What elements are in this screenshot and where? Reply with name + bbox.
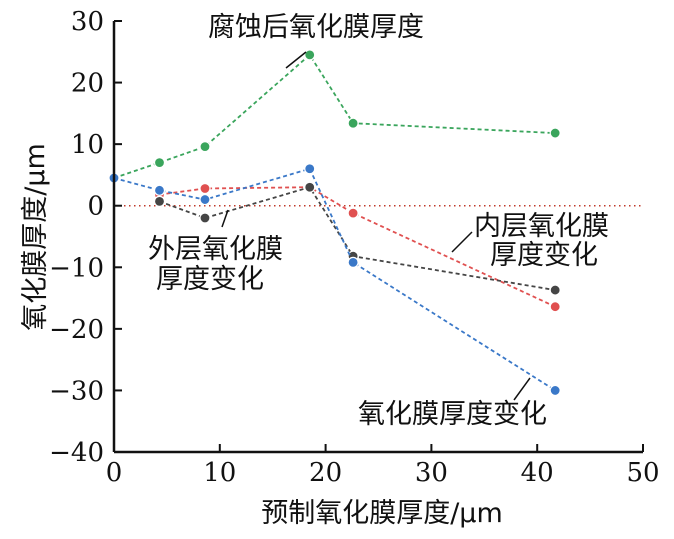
x-axis-title: 预制氧化膜厚度/μm [261, 498, 503, 529]
annotation-total-thickness-change: 氧化膜厚度变化 [358, 399, 547, 430]
data-point-corrosion-thickness [199, 141, 211, 153]
y-tick-label: 10 [71, 130, 104, 160]
annotation-inner-layer-line2: 厚度变化 [490, 240, 598, 271]
data-point-corrosion-thickness [549, 127, 561, 139]
x-tick-label: 40 [521, 458, 554, 488]
leader-line-outer-layer [221, 209, 229, 228]
x-tick-label: 50 [626, 458, 659, 488]
annotation-outer-layer-line2: 厚度变化 [156, 264, 264, 295]
data-point-inner-layer-change [347, 207, 359, 219]
data-point-total-thickness-change [549, 384, 561, 397]
data-point-corrosion-thickness [153, 157, 166, 169]
series-line-corrosion-thickness [113, 53, 556, 179]
y-tick-label: −30 [49, 376, 104, 406]
data-point-total-thickness-change [199, 193, 211, 206]
annotation-inner-layer-line1: 内层氧化膜 [474, 211, 609, 242]
leader-line-total-change [513, 377, 531, 401]
x-tick-label: 20 [309, 458, 342, 488]
leader-line-inner-layer [451, 231, 473, 253]
y-tick-label: −20 [49, 315, 104, 345]
data-point-outer-layer-change [153, 195, 166, 208]
data-point-corrosion-thickness [304, 49, 316, 61]
data-point-outer-layer-change [549, 284, 561, 296]
annotation-outer-layer-line1: 外层氧化膜 [148, 234, 283, 265]
data-point-inner-layer-change [549, 301, 561, 313]
data-point-outer-layer-change [304, 181, 316, 193]
data-point-total-thickness-change [304, 163, 316, 175]
leader-line-corrosion [285, 51, 307, 69]
annotation-corrosion-thickness: 腐蚀后氧化膜厚度 [208, 12, 424, 43]
y-tick-label: −10 [49, 253, 104, 283]
y-tick-label: 30 [71, 7, 104, 37]
y-tick-label: 20 [71, 69, 104, 99]
x-tick-label: 0 [106, 458, 123, 488]
y-tick-label: −40 [49, 438, 104, 468]
data-point-outer-layer-change [199, 212, 211, 224]
data-point-total-thickness-change [347, 256, 359, 268]
x-tick-label: 10 [203, 458, 236, 488]
x-tick-label: 30 [415, 458, 448, 488]
data-point-inner-layer-change [199, 182, 211, 195]
series-line-total-thickness-change [113, 167, 556, 392]
y-axis-title: 氧化膜厚度/μm [20, 143, 51, 331]
y-tick-label: 0 [87, 192, 104, 222]
data-point-total-thickness-change [153, 184, 166, 196]
data-point-corrosion-thickness [347, 117, 359, 129]
